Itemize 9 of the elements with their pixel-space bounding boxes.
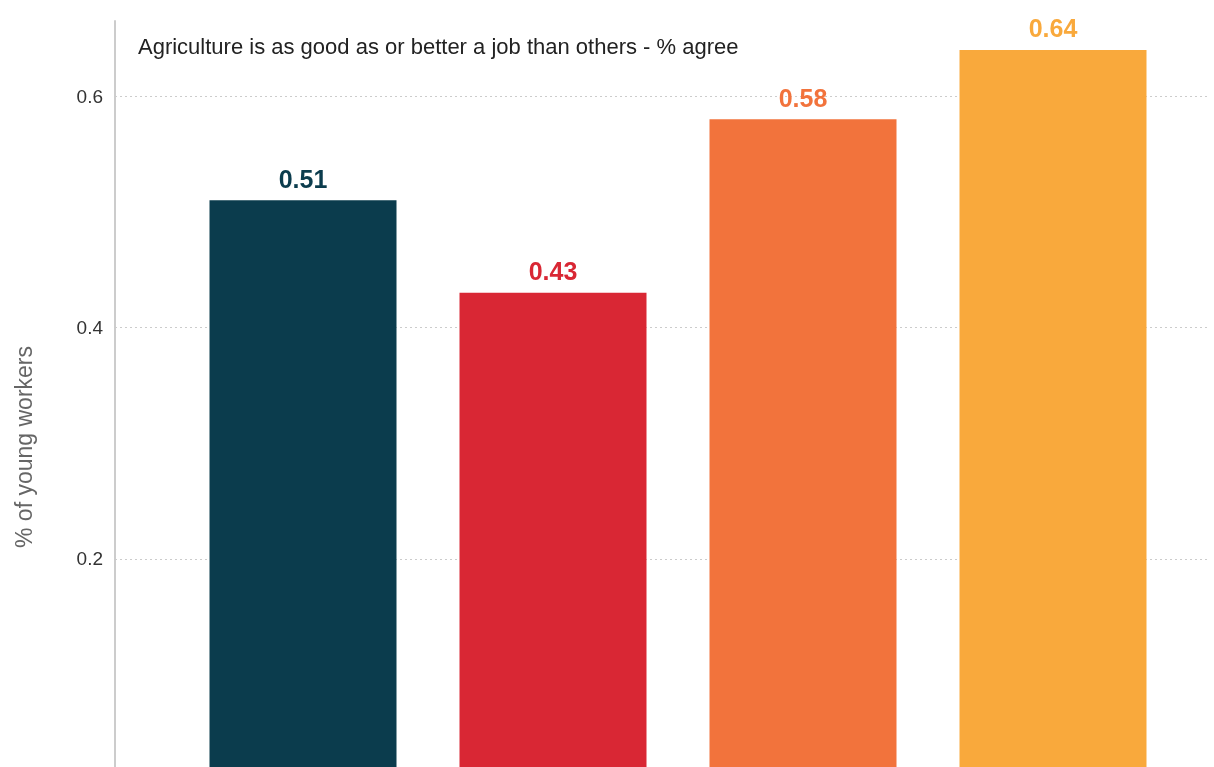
data-label: 0.64 [1028, 14, 1078, 43]
data-label: 0.58 [778, 83, 828, 112]
text: Agriculture is as good as or better a job than others - % agree [138, 33, 739, 59]
y-tick-label: 0.4 [76, 317, 104, 338]
y-axis-title: % of young workers [10, 346, 37, 548]
y-tick-label: 0.2 [76, 548, 103, 570]
data-label: 0.51 [278, 164, 328, 193]
y-tick-label: 0.6 [76, 85, 103, 107]
data-label: 0.43 [528, 257, 578, 286]
